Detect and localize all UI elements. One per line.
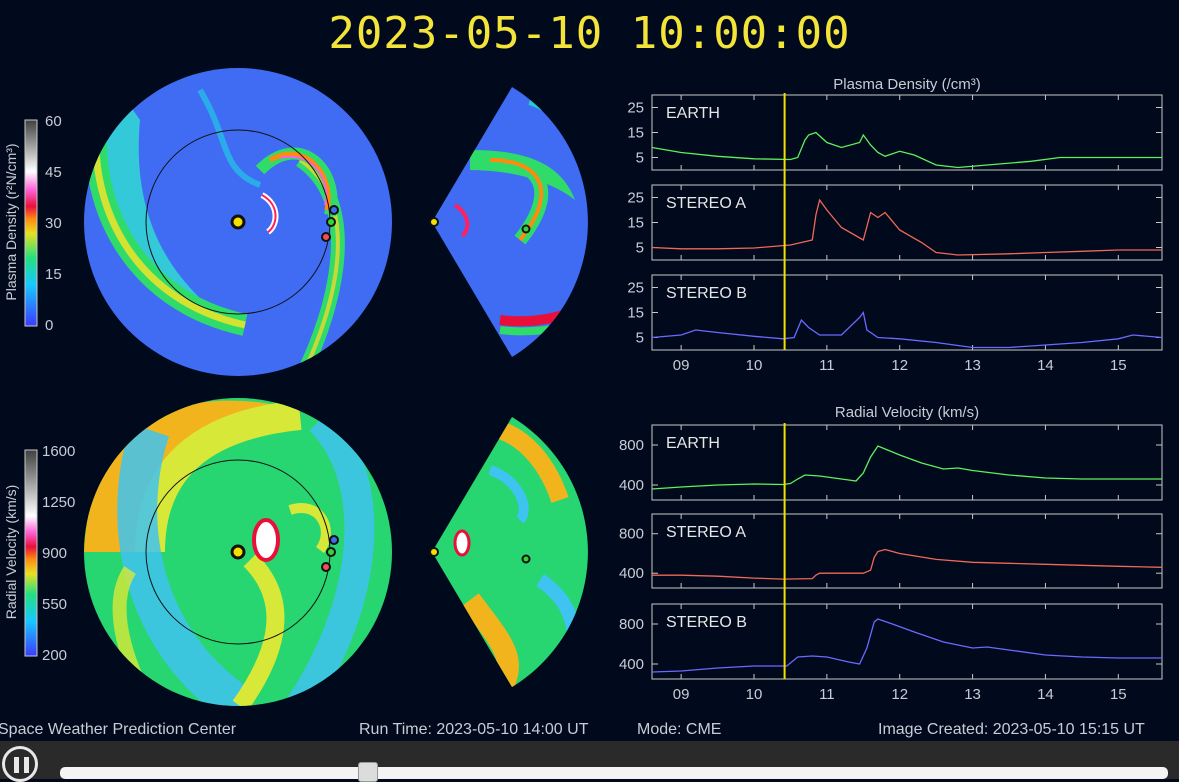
density-tick: 60 xyxy=(45,113,62,130)
x-tick-label: 15 xyxy=(1110,357,1127,374)
series-line-earth xyxy=(651,445,1162,490)
y-tick-label: 15 xyxy=(627,305,644,322)
panel-frame xyxy=(651,513,1163,589)
density-panel-earth: 25 15 5 EARTH xyxy=(627,94,1163,171)
density-colorbar-label: Plasma Density (r²N/cm³) xyxy=(3,143,19,300)
footer-created: Image Created: 2023-05-10 15:15 UT xyxy=(878,721,1145,738)
y-tick-label: 25 xyxy=(627,100,644,117)
footer-run-time: Run Time: 2023-05-10 14:00 UT xyxy=(359,721,589,738)
velocity-colorbar-label: Radial Velocity (km/s) xyxy=(3,485,19,620)
panel-frame xyxy=(651,603,1163,680)
density-chart-title: Plasma Density (/cm³) xyxy=(833,76,981,93)
velocity-panel-stereo-b: 800 400 STEREO B xyxy=(619,603,1163,680)
x-tick-label: 10 xyxy=(746,357,763,374)
density-panel-stereo-a: 25 15 5 STEREO A xyxy=(627,184,1163,261)
series-line-stereo-b xyxy=(651,618,1162,673)
timeline-slider-thumb[interactable] xyxy=(358,762,379,782)
y-tick-label: 15 xyxy=(627,215,644,232)
panel-label: STEREO B xyxy=(666,285,747,302)
pause-icon xyxy=(24,757,29,773)
timestamp-title: 2023-05-10 10:00:00 xyxy=(328,8,851,59)
y-tick-label: 25 xyxy=(627,190,644,207)
y-tick-label: 25 xyxy=(627,280,644,297)
x-tick-label: 13 xyxy=(964,357,981,374)
velocity-timeseries-chart: Radial Velocity (km/s) 800 400 EARTH 800 400 S… xyxy=(619,404,1163,703)
x-tick-label: 09 xyxy=(673,686,690,703)
pause-icon xyxy=(14,757,19,773)
x-tick-label: 13 xyxy=(964,686,981,703)
x-tick-label: 09 xyxy=(673,357,690,374)
velocity-panel-earth: 800 400 EARTH xyxy=(619,424,1163,501)
y-tick-label: 5 xyxy=(636,240,644,257)
y-tick-label: 15 xyxy=(627,125,644,142)
x-tick-label: 10 xyxy=(746,686,763,703)
density-tick: 0 xyxy=(45,317,53,334)
panel-frame xyxy=(651,94,1163,171)
x-tick-label: 15 xyxy=(1110,686,1127,703)
x-tick-label: 11 xyxy=(819,686,835,703)
player-controls xyxy=(0,741,1179,782)
x-tick-label: 11 xyxy=(819,357,835,374)
y-tick-label: 5 xyxy=(636,330,644,347)
y-tick-label: 400 xyxy=(619,565,644,582)
density-panel-stereo-b: 25 15 5 STEREO B xyxy=(627,274,1163,351)
series-line-earth xyxy=(651,131,1162,169)
panel-label: EARTH xyxy=(666,435,720,452)
velocity-colorbar xyxy=(24,449,38,657)
series-line-stereo-b xyxy=(651,310,1163,349)
velocity-tick: 550 xyxy=(42,596,67,613)
density-tick: 45 xyxy=(45,164,62,181)
series-line-stereo-a xyxy=(652,548,1163,580)
y-tick-label: 400 xyxy=(619,477,644,494)
velocity-ecliptic-plot xyxy=(84,398,392,706)
x-tick-label: 12 xyxy=(891,686,908,703)
enlil-figure: Plasma Density (r²N/cm³) Radial Velocity… xyxy=(3,68,1163,706)
x-tick-label: 12 xyxy=(891,357,908,374)
y-tick-label: 400 xyxy=(619,656,644,673)
panel-label: STEREO B xyxy=(666,614,747,631)
density-tick: 15 xyxy=(45,266,62,283)
velocity-meridional-plot xyxy=(429,417,588,687)
timeline-slider[interactable] xyxy=(60,767,1168,779)
velocity-panel-stereo-a: 800 400 STEREO A xyxy=(619,513,1163,589)
footer-org: Space Weather Prediction Center xyxy=(0,721,237,738)
velocity-chart-title: Radial Velocity (km/s) xyxy=(835,404,979,421)
velocity-tick: 1600 xyxy=(42,443,75,460)
density-tick: 30 xyxy=(45,215,62,232)
y-tick-label: 5 xyxy=(636,150,644,167)
y-tick-label: 800 xyxy=(619,526,644,543)
footer-mode: Mode: CME xyxy=(637,721,722,738)
velocity-tick: 900 xyxy=(42,545,67,562)
density-ecliptic-plot xyxy=(84,68,392,376)
velocity-tick: 200 xyxy=(42,647,67,664)
density-meridional-plot xyxy=(429,87,588,357)
density-colorbar-ticks: 60 45 30 15 0 xyxy=(45,113,62,334)
panel-label: STEREO A xyxy=(666,195,746,212)
velocity-tick: 1250 xyxy=(42,494,75,511)
pause-button[interactable] xyxy=(2,746,38,782)
panel-frame xyxy=(651,424,1163,501)
x-tick-label: 14 xyxy=(1037,357,1054,374)
panel-label: STEREO A xyxy=(666,524,746,541)
series-line-stereo-a xyxy=(651,198,1162,256)
x-tick-label: 14 xyxy=(1037,686,1054,703)
panel-label: EARTH xyxy=(666,105,720,122)
velocity-colorbar-ticks: 1600 1250 900 550 200 xyxy=(42,443,75,664)
y-tick-label: 800 xyxy=(619,616,644,633)
y-tick-label: 800 xyxy=(619,437,644,454)
density-timeseries-chart: Plasma Density (/cm³) 25 15 5 EARTH 25 15 5 STER… xyxy=(627,76,1163,374)
density-colorbar xyxy=(24,119,38,327)
